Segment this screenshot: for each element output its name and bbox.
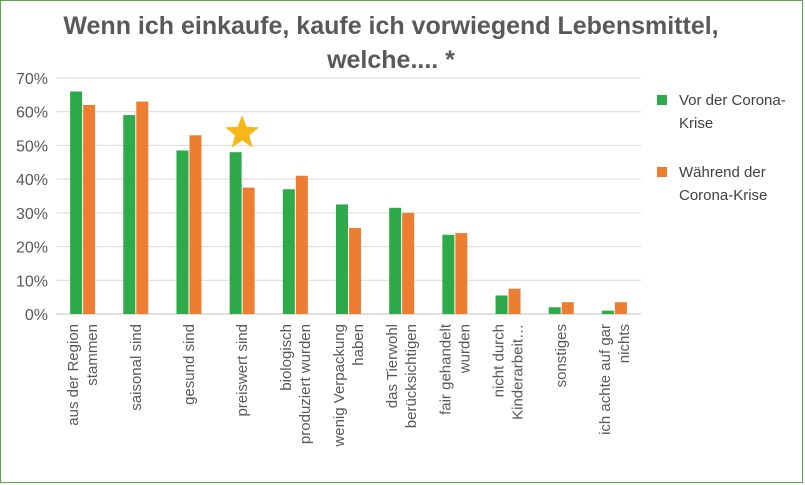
x-tick-label-line: nichts <box>616 324 633 363</box>
chart-title-line1: Wenn ich einkaufe, kaufe ich vorwiegend … <box>63 12 719 40</box>
bar-before <box>229 152 242 314</box>
x-tick-label-line: wenig Verpackung <box>331 324 348 448</box>
bar-during <box>349 228 361 314</box>
bar-during <box>136 101 149 314</box>
x-tick-label-line: nicht durch <box>491 324 508 397</box>
bar-before <box>282 189 295 314</box>
legend-swatch-during <box>657 167 667 177</box>
x-tick-label-line: saisonal sind <box>128 324 145 411</box>
bar-during <box>189 135 202 314</box>
bar-during <box>508 288 521 314</box>
x-tick-label-line: berücksichtigen <box>403 324 420 428</box>
bar-during <box>402 212 415 314</box>
x-tick-label-line: gesund sind <box>181 324 198 405</box>
bar-before <box>176 150 189 314</box>
x-tick-label-line: sonstiges <box>553 324 570 387</box>
y-tick-label: 10% <box>16 273 48 290</box>
y-tick-label: 70% <box>16 71 48 88</box>
x-tick-label: biologisch produziert wurden <box>278 324 314 444</box>
y-tick-label: 60% <box>16 105 48 122</box>
legend-label-during: Während der Corona-Krise <box>679 164 768 204</box>
x-tick-label-line: Kinderarbeit… <box>510 324 527 420</box>
bar-before <box>442 234 455 314</box>
x-tick-label: ich achte auf gar nichts <box>597 324 633 435</box>
x-tick-label-line: haben <box>350 324 367 366</box>
x-tick-label: sonstiges <box>553 324 570 387</box>
x-tick-label-line: stammen <box>84 324 101 386</box>
bar-before <box>389 207 402 314</box>
x-tick-label: fair gehandelt wurden <box>437 323 473 415</box>
legend-label-before: Vor der Corona-Krise <box>679 92 786 132</box>
x-tick-label-line: preiswert sind <box>234 324 251 417</box>
bar-during <box>455 233 468 314</box>
bar-during <box>561 302 574 314</box>
y-tick-label: 0% <box>25 307 48 324</box>
x-tick-label: saisonal sind <box>128 324 145 411</box>
x-tick-label: gesund sind <box>181 324 198 405</box>
bar-before <box>601 310 614 314</box>
x-tick-label-line: das Tierwohl <box>384 324 401 408</box>
bar-during <box>83 104 96 314</box>
star-icon <box>225 115 260 148</box>
y-tick-label: 50% <box>16 138 48 155</box>
bar-during <box>614 302 627 314</box>
bar-before <box>548 307 561 314</box>
bar-before <box>495 295 508 314</box>
x-tick-label-line: biologisch <box>278 324 295 391</box>
bar-during <box>242 187 255 314</box>
x-tick-label: das Tierwohl berücksichtigen <box>384 324 420 428</box>
y-tick-label: 40% <box>16 172 48 189</box>
y-tick-label: 30% <box>16 206 48 223</box>
bar-before <box>336 204 348 314</box>
chart-title-line2: welche.... * <box>327 46 455 74</box>
x-tick-label: wenig Verpackung haben <box>331 324 367 448</box>
bar-before <box>123 115 136 314</box>
x-tick-label-line: fair gehandelt <box>437 323 454 415</box>
x-tick-label-line: ich achte auf gar <box>597 324 614 435</box>
x-tick-label: nicht durch Kinderarbeit… <box>491 324 527 420</box>
x-tick-label: preiswert sind <box>234 324 251 417</box>
chart-title: Wenn ich einkaufe, kaufe ich vorwiegend … <box>61 9 721 77</box>
bar-during <box>295 175 308 314</box>
x-tick-label-line: wurden <box>456 324 473 374</box>
x-tick-label-line: produziert wurden <box>297 324 314 444</box>
x-tick-label-line: aus der Region <box>65 324 82 426</box>
bar-before <box>70 91 83 314</box>
legend-swatch-before <box>657 95 667 105</box>
x-tick-label: aus der Region stammen <box>65 324 101 426</box>
y-tick-label: 20% <box>16 240 48 257</box>
